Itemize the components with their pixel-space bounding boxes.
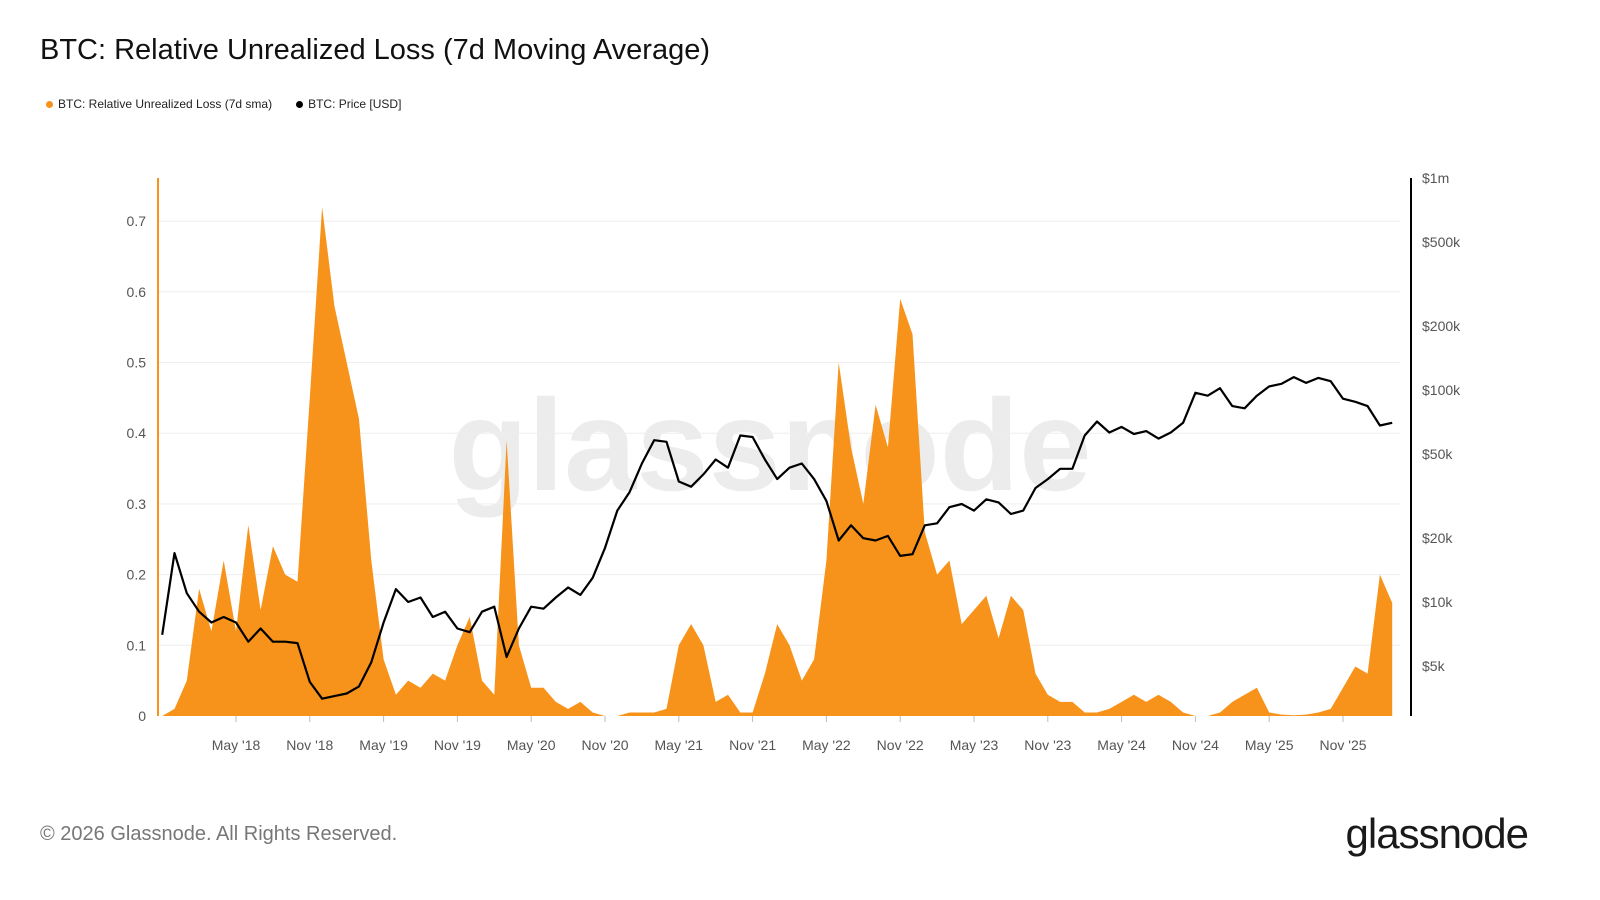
price-line: [161, 376, 1393, 700]
y-left-tick-label: 0.3: [127, 496, 147, 512]
y-right-tick-label: $10k: [1422, 594, 1453, 610]
x-tick-label: Nov '25: [1319, 737, 1366, 753]
x-tick-label: Nov '23: [1024, 737, 1071, 753]
x-tick-label: May '20: [507, 737, 556, 753]
x-tick-label: May '22: [802, 737, 851, 753]
y-left-tick-label: 0.1: [127, 637, 147, 653]
legend-item-loss[interactable]: BTC: Relative Unrealized Loss (7d sma): [46, 97, 272, 111]
x-tick-label: Nov '24: [1172, 737, 1219, 753]
x-tick-label: May '19: [359, 737, 408, 753]
legend-item-price[interactable]: BTC: Price [USD]: [296, 97, 401, 111]
x-tick-label: May '18: [212, 737, 261, 753]
x-tick-label: Nov '20: [581, 737, 628, 753]
legend-label-price: BTC: Price [USD]: [308, 97, 402, 111]
y-right-tick-label: $5k: [1422, 658, 1446, 674]
y-right-tick-label: $200k: [1422, 318, 1461, 334]
glassnode-logo: glassnode: [1345, 810, 1529, 857]
loss-area: [162, 207, 1393, 716]
legend-label-loss: BTC: Relative Unrealized Loss (7d sma): [58, 97, 273, 111]
x-tick-label: Nov '21: [729, 737, 776, 753]
legend-dot-black-icon: [296, 100, 304, 108]
x-tick-label: Nov '18: [286, 737, 333, 753]
y-left-tick-label: 0.7: [127, 213, 147, 229]
y-left-tick-label: 0: [138, 708, 146, 724]
x-tick-label: May '24: [1097, 737, 1146, 753]
y-left-tick-label: 0.4: [127, 425, 147, 441]
y-left-tick-label: 0.5: [127, 355, 147, 371]
legend-dot-orange-icon: [46, 100, 53, 108]
y-left-tick-label: 0.2: [127, 567, 147, 583]
y-right-tick-label: $20k: [1422, 530, 1453, 546]
x-tick-label: Nov '19: [434, 737, 481, 753]
y-left-tick-label: 0.6: [127, 284, 147, 300]
y-right-tick-label: $500k: [1422, 234, 1461, 250]
y-right-tick-label: $1m: [1422, 170, 1449, 186]
x-tick-label: Nov '22: [877, 737, 924, 753]
copyright: © 2026 Glassnode. All Rights Reserved.: [40, 823, 398, 845]
watermark: glassnode: [449, 372, 1092, 518]
legend: BTC: Relative Unrealized Loss (7d sma) B…: [46, 97, 401, 111]
x-tick-label: May '21: [655, 737, 704, 753]
x-tick-label: May '25: [1245, 737, 1294, 753]
y-right-tick-label: $50k: [1422, 446, 1453, 462]
chart-title: BTC: Relative Unrealized Loss (7d Moving…: [40, 34, 711, 66]
y-right-tick-label: $100k: [1422, 382, 1461, 398]
x-tick-label: May '23: [950, 737, 999, 753]
